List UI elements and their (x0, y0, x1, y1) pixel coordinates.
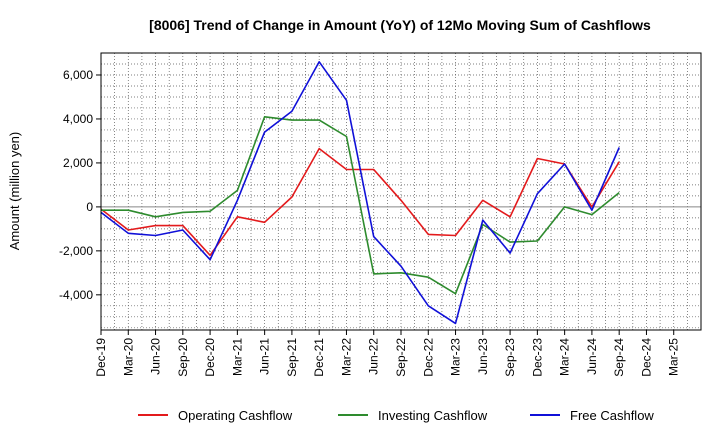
legend: Operating Cashflow Investing Cashflow Free… (138, 408, 654, 423)
x-tick-label: Dec-19 (94, 338, 108, 377)
y-tick-label: 4,000 (63, 112, 93, 126)
x-tick-label: Dec-20 (203, 338, 217, 377)
x-tick-label: Dec-22 (421, 338, 435, 377)
series-lines (100, 60, 620, 325)
x-tick-label: Jun-20 (149, 338, 163, 375)
x-tick-label: Mar-20 (121, 338, 135, 376)
x-tick-label: Dec-23 (530, 338, 544, 377)
x-tick-label: Sep-20 (176, 338, 190, 377)
y-tick-label: 0 (86, 200, 93, 214)
x-tick-label: Jun-23 (476, 338, 490, 375)
legend-label: Free Cashflow (570, 408, 654, 423)
x-tick-label: Mar-23 (449, 338, 463, 376)
x-tick-label: Sep-24 (612, 338, 626, 377)
y-tick-label: -4,000 (59, 288, 93, 302)
legend-label: Operating Cashflow (178, 408, 293, 423)
x-tick-label: Mar-25 (667, 338, 681, 376)
x-tick-label: Jun-22 (367, 338, 381, 375)
x-tick-label: Jun-21 (258, 338, 272, 375)
x-tick-label: Dec-24 (639, 338, 653, 377)
series-line-2 (101, 116, 620, 295)
x-tick-label: Mar-24 (558, 338, 572, 376)
x-tick-label: Mar-22 (339, 338, 353, 376)
x-tick-label: Dec-21 (312, 338, 326, 377)
x-tick-label: Jun-24 (585, 338, 599, 375)
x-tick-label: Mar-21 (230, 338, 244, 376)
x-tick-label: Sep-23 (503, 338, 517, 377)
axes: -4,000 -2,000 0 2,000 4,000 6,000 Dec-19 Mar-20… (59, 68, 681, 377)
x-tick-label: Sep-22 (394, 338, 408, 377)
grid (101, 52, 701, 330)
series-line-3 (100, 60, 620, 325)
legend-label: Investing Cashflow (378, 408, 488, 423)
y-tick-label: 6,000 (63, 68, 93, 82)
chart-title: [8006] Trend of Change in Amount (YoY) o… (149, 17, 651, 33)
y-tick-label: -2,000 (59, 244, 93, 258)
x-tick-label: Sep-21 (285, 338, 299, 377)
y-tick-label: 2,000 (63, 156, 93, 170)
y-axis-label: Amount (million yen) (7, 132, 22, 251)
